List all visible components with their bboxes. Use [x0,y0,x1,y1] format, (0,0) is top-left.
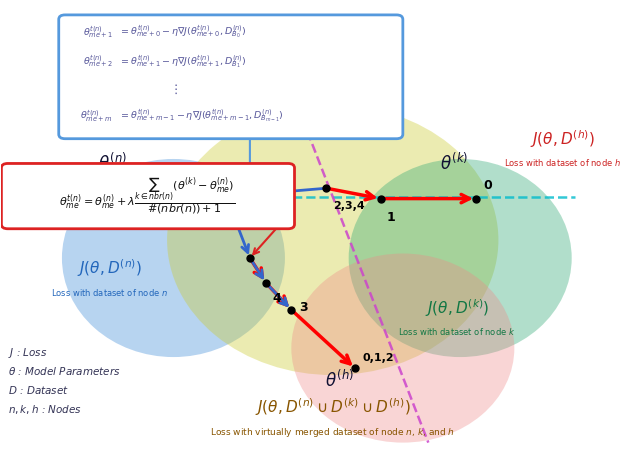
Text: $\vdots$: $\vdots$ [169,82,178,96]
Text: $J(\theta, D^{(h)})$: $J(\theta, D^{(h)})$ [529,129,595,150]
Ellipse shape [167,105,499,375]
Text: 2: 2 [214,196,223,209]
Text: $J(\theta, D^{(n)} \cup D^{(k)} \cup D^{(h)})$: $J(\theta, D^{(n)} \cup D^{(k)} \cup D^{… [255,397,410,418]
Text: $\theta_{me+2}^{t(n)}$: $\theta_{me+2}^{t(n)}$ [83,54,113,70]
FancyBboxPatch shape [59,15,403,139]
Text: $D$ : Dataset: $D$ : Dataset [8,384,68,395]
Ellipse shape [291,254,515,443]
Text: 1: 1 [387,211,396,224]
Text: $n, k, h$ : Nodes: $n, k, h$ : Nodes [8,403,82,415]
Text: $\theta^{(n)}$: $\theta^{(n)}$ [99,153,127,174]
Text: $\theta$ : Model Parameters: $\theta$ : Model Parameters [8,365,120,377]
Text: $J$ : Loss: $J$ : Loss [8,346,47,360]
Text: $= \theta_{me+1}^{t(n)} - \eta\nabla J(\theta_{me+1}^{t(n)}, D_{B_1}^{(n)})$: $= \theta_{me+1}^{t(n)} - \eta\nabla J(\… [119,53,247,71]
Text: 4: 4 [272,292,281,305]
Ellipse shape [349,159,572,357]
Text: $\theta_{me}^{t(n)} = \theta_{me}^{(n)} + \lambda \dfrac{\sum_{k \in nbr(n)} (\t: $\theta_{me}^{t(n)} = \theta_{me}^{(n)} … [59,176,235,216]
Text: 0: 0 [484,179,493,192]
Text: Loss with dataset of node $h$: Loss with dataset of node $h$ [504,157,621,168]
FancyBboxPatch shape [1,164,294,229]
Text: $\theta^{(k)}$: $\theta^{(k)}$ [440,153,468,174]
Text: 0: 0 [124,178,133,191]
Text: $\theta_{me+m}^{t(n)}$: $\theta_{me+m}^{t(n)}$ [81,109,113,124]
Ellipse shape [62,159,285,357]
Text: Loss with virtually merged dataset of node $n$, $k$, and $h$: Loss with virtually merged dataset of no… [211,425,455,439]
Text: $J(\theta, D^{(n)})$: $J(\theta, D^{(n)})$ [77,257,142,279]
Text: 2,3,4: 2,3,4 [333,201,365,211]
Text: $= \theta_{me+m-1}^{t(n)} - \eta\nabla J(\theta_{me+m-1}^{t(n)}, D_{B_{m-1}}^{(n: $= \theta_{me+m-1}^{t(n)} - \eta\nabla J… [119,108,284,125]
Text: $J(\theta, D^{(k)})$: $J(\theta, D^{(k)})$ [425,298,489,319]
Text: $= \theta_{me+0}^{t(n)} - \eta\nabla J(\theta_{me+0}^{t(n)}, D_{B_0}^{(n)})$: $= \theta_{me+0}^{t(n)} - \eta\nabla J(\… [119,24,247,42]
Text: 3: 3 [299,301,308,314]
Text: $\theta^{(h)}$: $\theta^{(h)}$ [324,369,353,390]
Text: 1: 1 [188,211,197,224]
Text: $\theta_{me+1}^{t(n)}$: $\theta_{me+1}^{t(n)}$ [83,25,113,41]
Text: Loss with dataset of node $k$: Loss with dataset of node $k$ [398,327,516,337]
Text: 0,1,2: 0,1,2 [363,353,394,363]
Text: Loss with dataset of node $n$: Loss with dataset of node $n$ [51,287,168,298]
